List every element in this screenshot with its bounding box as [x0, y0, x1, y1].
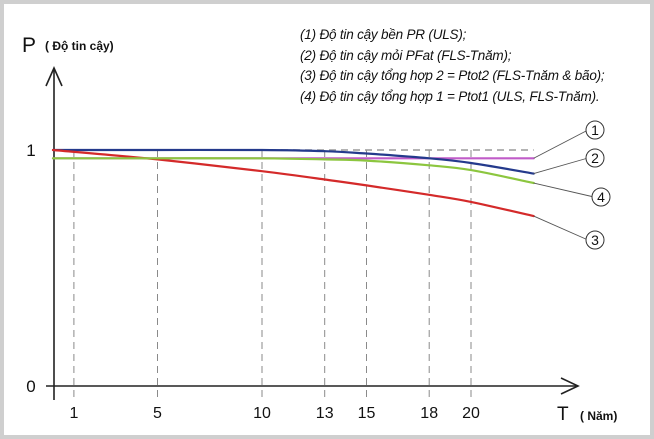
x-tick-label: 5	[153, 405, 162, 422]
series-marker-label-2: 2	[591, 150, 599, 166]
x-tick-label: 20	[462, 405, 480, 422]
grid-lines	[73, 150, 472, 400]
y-axis-note: ( Độ tin cậy)	[45, 39, 114, 53]
y-tick-label: 1	[26, 141, 35, 160]
x-tick-label: 18	[420, 405, 438, 422]
legend-item-4: (4) Độ tin cậy tổng hợp 1 = Ptot1 (ULS, …	[300, 88, 600, 104]
legend-item-1: (1) Độ tin cậy bền PR (ULS);	[300, 27, 467, 42]
y-axis-arrow-icon	[45, 66, 63, 87]
x-tick-label: 13	[316, 405, 334, 422]
series-marker-label-1: 1	[591, 122, 599, 138]
series-group	[51, 148, 535, 218]
series-marker-label-4: 4	[597, 189, 605, 205]
series-leader-3	[533, 215, 589, 241]
series-marker-circle-1	[585, 120, 605, 140]
series-marker-label-3: 3	[591, 232, 599, 248]
x-tick-label: 1	[69, 405, 78, 422]
axes	[45, 66, 580, 400]
series-leader-4	[533, 182, 595, 198]
legend-item-2: (2) Độ tin cậy mỏi PFat (FLS-Tnăm);	[300, 47, 512, 63]
series-marker-circle-4	[591, 187, 611, 207]
series-marker-circle-3	[585, 230, 605, 250]
y-axis-symbol: P	[22, 34, 36, 57]
legend: (1) Độ tin cậy bền PR (ULS); (2) Độ tin …	[300, 25, 645, 107]
y-tick-label: 0	[26, 377, 35, 396]
x-tick-label: 15	[358, 405, 376, 422]
series-markers: 1 2 3 4	[533, 120, 611, 250]
x-axis-arrow-icon	[560, 377, 580, 395]
legend-item-3: (3) Độ tin cậy tổng hợp 2 = Ptot2 (FLS-T…	[300, 68, 605, 83]
series-line-4	[51, 157, 535, 185]
series-leader-1	[533, 129, 589, 159]
series-line-2	[51, 148, 535, 175]
series-line-3	[51, 148, 535, 218]
x-axis-symbol: T	[557, 404, 569, 425]
series-leader-2	[533, 157, 589, 175]
x-tick-label: 10	[253, 405, 271, 422]
x-axis-note: ( Năm)	[580, 409, 617, 423]
series-marker-circle-2	[585, 148, 605, 168]
